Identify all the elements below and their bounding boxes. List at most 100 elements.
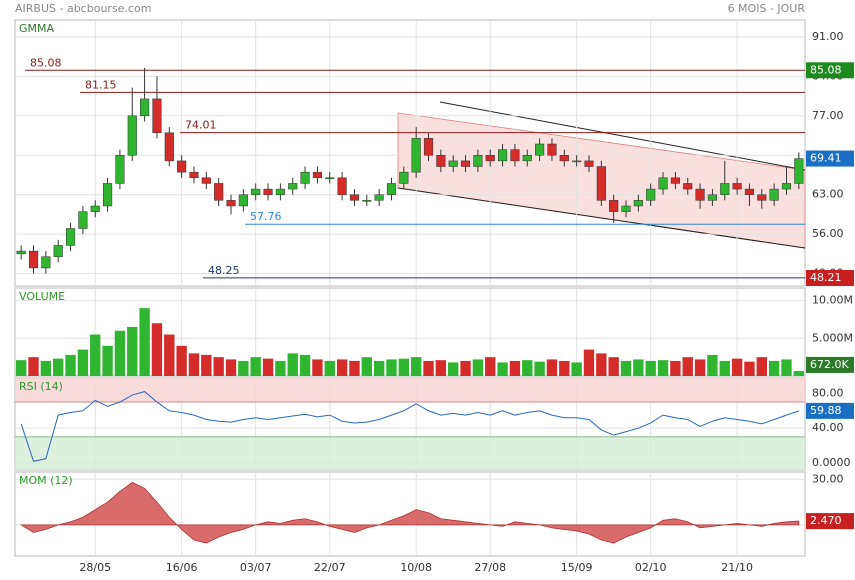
candle-body [683, 183, 693, 190]
volume-bar [139, 308, 150, 376]
x-tick-label: 27/08 [474, 561, 506, 574]
value-badge-label: 2.470 [810, 514, 842, 527]
value-badge [806, 402, 854, 419]
y-tick-label: 56.00 [812, 227, 844, 240]
price-level-label: 57.76 [250, 210, 282, 223]
candle-body [53, 245, 63, 257]
header-left: AIRBUS - abcbourse.com [15, 2, 151, 15]
candle-body [140, 98, 150, 117]
candle-body [596, 166, 606, 201]
volume-bar [472, 359, 484, 376]
candle-body [226, 200, 236, 207]
volume-bar [250, 357, 261, 376]
volume-bar [657, 360, 669, 376]
header-right: 6 MOIS - JOUR [728, 2, 806, 15]
y-tick-label: 40.00 [812, 421, 844, 434]
value-badge [806, 150, 854, 167]
volume-bar [410, 357, 422, 376]
volume-bar [77, 349, 89, 376]
x-tick-label: 03/07 [240, 561, 272, 574]
candle-body [423, 138, 434, 156]
volume-bar [53, 358, 64, 376]
x-tick-label: 15/09 [561, 561, 593, 574]
candle-body [498, 149, 508, 162]
y-tick-label: 5.000M [812, 331, 853, 344]
volume-bar [694, 359, 706, 376]
candle-body [473, 155, 483, 167]
candle-body [448, 160, 458, 167]
candle-body [325, 177, 335, 180]
candle-body [349, 194, 360, 201]
value-badge-label: 672.0K [810, 358, 849, 371]
price-level-label: 85.08 [30, 56, 62, 69]
candle-body [127, 115, 137, 156]
value-badge-label: 59.88 [810, 404, 842, 417]
overbought-zone [15, 378, 805, 403]
candle-body [288, 183, 298, 190]
volume-bar [768, 360, 780, 376]
volume-bar [386, 359, 397, 376]
volume-bar [571, 362, 582, 376]
volume-bar [373, 360, 385, 376]
candle-body [41, 256, 51, 269]
candle-body [90, 205, 100, 212]
x-tick-label: 22/07 [314, 561, 346, 574]
candle-body [164, 132, 174, 162]
panel-title: GMMA [19, 22, 55, 35]
volume-bar [608, 357, 619, 376]
candle-body [189, 171, 199, 179]
panel-title: RSI (14) [19, 380, 63, 393]
candle-body [300, 171, 310, 184]
candle-body [646, 188, 656, 201]
value-badge [806, 513, 854, 530]
candle-body [720, 183, 730, 195]
volume-bar [299, 354, 311, 376]
volume-bar [225, 359, 237, 376]
momentum-area [19, 481, 800, 544]
volume-bar [645, 360, 656, 376]
volume-bar [707, 354, 718, 376]
candle-body [522, 155, 532, 162]
candle-body [794, 158, 804, 184]
volume-bar [324, 360, 335, 376]
candle-body [263, 188, 273, 195]
panel-title: MOM (12) [19, 474, 73, 487]
candle-body [177, 160, 187, 173]
volume-bar [336, 359, 348, 376]
candle-body [65, 228, 76, 246]
volume-bar [744, 361, 755, 376]
candle-body [485, 155, 495, 162]
candle-body [251, 188, 261, 195]
candle-body [152, 98, 162, 133]
candle-body [535, 143, 545, 156]
volume-bar [102, 345, 113, 376]
volume-bar [176, 345, 187, 376]
volume-bar [596, 353, 607, 376]
volume-bar [28, 357, 39, 376]
price-level-label: 81.15 [85, 78, 117, 91]
candle-body [399, 171, 409, 184]
y-tick-label: 63.00 [812, 188, 844, 201]
candle-body [275, 188, 285, 195]
value-badge [806, 270, 854, 286]
volume-bar [559, 360, 570, 376]
volume-bar [546, 359, 558, 376]
volume-bar [15, 360, 27, 376]
panels [14, 19, 806, 557]
value-badge-label: 48.21 [810, 271, 842, 284]
volume-bar [497, 362, 508, 376]
value-badge [806, 62, 854, 79]
candle-body [781, 183, 792, 190]
price-level-label: 74.01 [185, 119, 217, 132]
volume-bar [188, 353, 200, 376]
candle-body [769, 188, 779, 201]
volume-bar [534, 361, 545, 376]
panel-title: VOLUME [19, 290, 65, 303]
candle-body [633, 200, 643, 207]
volume-bar [756, 357, 767, 376]
candle-body [78, 211, 88, 229]
candle-body [695, 188, 705, 201]
candle-body [744, 188, 755, 195]
volume-bar [448, 362, 459, 376]
